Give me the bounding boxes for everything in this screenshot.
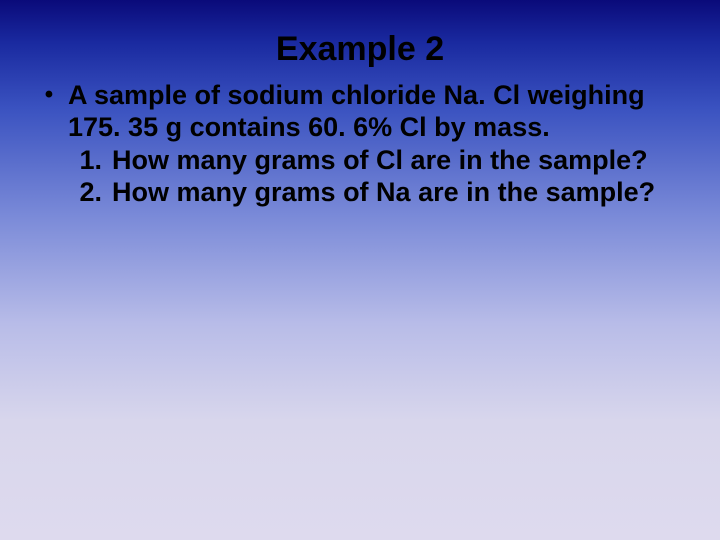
list-number: 2. [68, 176, 112, 208]
bullet-dot-icon: • [30, 79, 68, 111]
list-item: 2. How many grams of Na are in the sampl… [68, 176, 680, 208]
slide-title: Example 2 [0, 0, 720, 79]
list-item: 1. How many grams of Cl are in the sampl… [68, 144, 680, 176]
numbered-list: 1. How many grams of Cl are in the sampl… [30, 144, 680, 209]
bullet-item: • A sample of sodium chloride Na. Cl wei… [30, 79, 680, 144]
list-text: How many grams of Cl are in the sample? [112, 144, 680, 176]
slide: Example 2 • A sample of sodium chloride … [0, 0, 720, 540]
list-text: How many grams of Na are in the sample? [112, 176, 680, 208]
bullet-text: A sample of sodium chloride Na. Cl weigh… [68, 79, 680, 144]
list-number: 1. [68, 144, 112, 176]
slide-content: • A sample of sodium chloride Na. Cl wei… [0, 79, 720, 209]
